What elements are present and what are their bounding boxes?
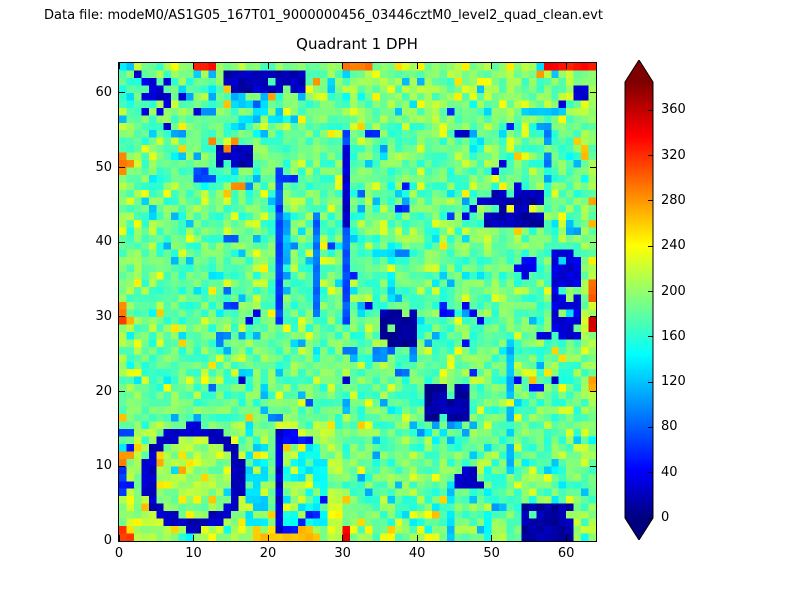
plot-title: Quadrant 1 DPH bbox=[296, 35, 418, 53]
colorbar-tick-label: 320 bbox=[661, 147, 686, 163]
colorbar-gradient bbox=[624, 59, 654, 541]
colorbar-tick-mark bbox=[648, 200, 653, 202]
colorbar-tick-label: 80 bbox=[661, 419, 678, 435]
y-tick-label: 30 bbox=[95, 308, 112, 324]
y-tick-label: 0 bbox=[103, 533, 112, 548]
y-tick-label: 60 bbox=[95, 84, 112, 100]
colorbar-tick-mark bbox=[648, 336, 653, 338]
colorbar-tick-label: 40 bbox=[661, 464, 678, 480]
data-file-label: Data file: modeM0/AS1G05_167T01_90000004… bbox=[44, 8, 603, 23]
colorbar-pentagon bbox=[624, 59, 654, 541]
colorbar-tick-mark bbox=[648, 517, 653, 519]
x-tick-label: 60 bbox=[557, 546, 575, 561]
heatmap-canvas bbox=[119, 63, 596, 541]
x-tick-label: 0 bbox=[114, 546, 124, 561]
colorbar-tick-mark bbox=[648, 381, 653, 383]
colorbar bbox=[624, 59, 654, 541]
y-tick-label: 10 bbox=[95, 458, 112, 474]
y-tick-label: 50 bbox=[95, 159, 112, 175]
heatmap-plot-area bbox=[118, 62, 597, 542]
colorbar-tick-mark bbox=[648, 472, 653, 474]
colorbar-tick-mark bbox=[648, 245, 653, 247]
y-tick-label: 20 bbox=[95, 383, 112, 399]
colorbar-tick-mark bbox=[648, 109, 653, 111]
colorbar-tick-mark bbox=[648, 426, 653, 428]
colorbar-tick-label: 200 bbox=[661, 283, 686, 299]
x-tick-label: 40 bbox=[408, 546, 426, 561]
x-tick-label: 20 bbox=[259, 546, 277, 561]
colorbar-tick-label: 120 bbox=[661, 374, 686, 390]
colorbar-tick-mark bbox=[648, 291, 653, 292]
x-tick-label: 10 bbox=[185, 546, 202, 561]
colorbar-tick-label: 240 bbox=[661, 238, 686, 254]
colorbar-tick-label: 280 bbox=[661, 192, 686, 208]
x-tick-label: 30 bbox=[334, 546, 351, 561]
colorbar-tick-label: 360 bbox=[661, 102, 686, 118]
colorbar-tick-label: 0 bbox=[661, 510, 670, 525]
x-tick-label: 50 bbox=[483, 546, 500, 561]
colorbar-tick-label: 160 bbox=[661, 328, 686, 344]
colorbar-tick-mark bbox=[648, 155, 653, 157]
y-tick-label: 40 bbox=[95, 234, 112, 250]
